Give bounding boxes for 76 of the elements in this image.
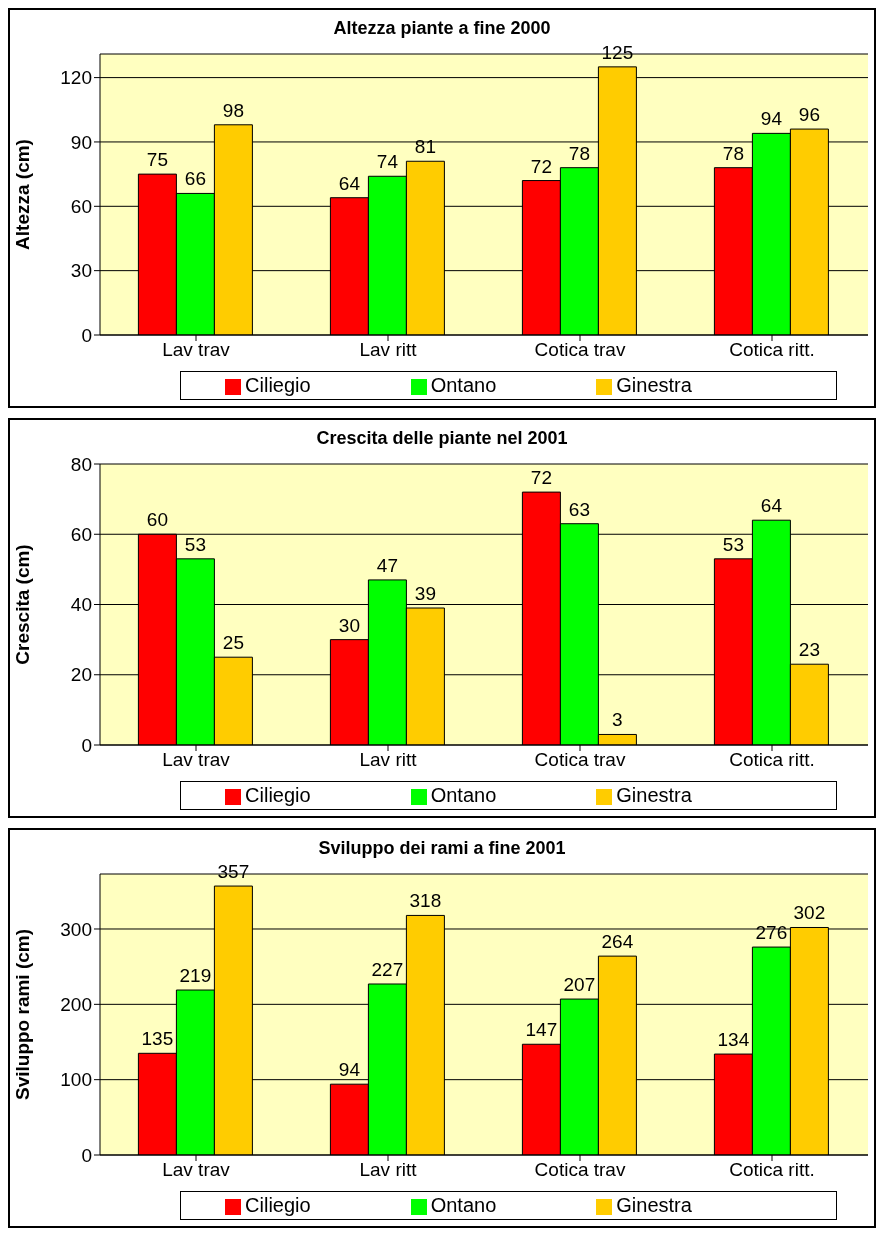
legend-label: Ginestra xyxy=(616,784,692,806)
data-label: 72 xyxy=(530,467,552,489)
x-tick-label: Lav trav xyxy=(162,339,231,361)
x-tick-label: Lav trav xyxy=(162,1159,231,1181)
data-label: 74 xyxy=(376,151,399,173)
x-tick-label: Lav ritt xyxy=(359,1159,418,1181)
y-tick-label: 0 xyxy=(81,324,92,346)
data-label: 81 xyxy=(414,136,436,158)
data-label: 78 xyxy=(722,142,744,164)
data-label: 39 xyxy=(414,583,436,605)
data-label: 23 xyxy=(798,639,820,661)
y-tick-label: 30 xyxy=(70,260,92,282)
y-axis-title: Crescita (cm) xyxy=(11,544,33,665)
y-tick-label: 80 xyxy=(70,453,92,475)
y-tick-label: 120 xyxy=(60,67,92,89)
chart-title: Altezza piante a fine 2000 xyxy=(332,18,552,39)
legend-label: Ontano xyxy=(430,1194,497,1216)
x-tick-label: Cotica trav xyxy=(534,339,626,361)
y-tick-label: 300 xyxy=(60,918,92,940)
data-label: 96 xyxy=(798,104,820,126)
y-tick-label: 20 xyxy=(70,664,92,686)
y-tick-label: 0 xyxy=(81,1144,92,1166)
y-axis-title: Sviluppo rami (cm) xyxy=(11,928,33,1101)
data-label: 94 xyxy=(760,108,783,130)
data-label: 276 xyxy=(755,922,788,944)
y-tick-label: 60 xyxy=(70,196,92,218)
data-label: 94 xyxy=(338,1059,361,1081)
legend-label: Ontano xyxy=(430,374,497,396)
data-label: 135 xyxy=(141,1028,174,1050)
data-label: 302 xyxy=(793,902,826,924)
data-label: 53 xyxy=(722,533,744,555)
chart-title: Crescita delle piante nel 2001 xyxy=(315,428,569,449)
data-label: 3 xyxy=(612,709,623,731)
data-label: 98 xyxy=(222,99,244,121)
data-label: 147 xyxy=(525,1019,558,1041)
y-axis-title: Altezza (cm) xyxy=(11,139,33,250)
data-label: 63 xyxy=(568,498,590,520)
data-label: 64 xyxy=(760,495,783,517)
legend-label: Ontano xyxy=(430,784,497,806)
x-tick-label: Cotica ritt. xyxy=(729,339,815,361)
legend-label: Ciliegio xyxy=(245,784,311,806)
legend-label: Ginestra xyxy=(616,374,692,396)
legend-label: Ciliegio xyxy=(245,1194,311,1216)
data-label: 66 xyxy=(184,168,206,190)
y-tick-label: 0 xyxy=(81,734,92,756)
x-tick-label: Cotica trav xyxy=(534,1159,626,1181)
data-label: 264 xyxy=(601,931,634,953)
x-tick-label: Lav trav xyxy=(162,749,231,771)
y-tick-label: 90 xyxy=(70,131,92,153)
data-label: 60 xyxy=(146,509,168,531)
data-label: 25 xyxy=(222,632,244,654)
x-tick-label: Cotica ritt. xyxy=(729,1159,815,1181)
legend-label: Ciliegio xyxy=(245,374,311,396)
data-label: 53 xyxy=(184,533,206,555)
x-tick-label: Cotica trav xyxy=(534,749,626,771)
data-label: 64 xyxy=(338,172,361,194)
data-label: 72 xyxy=(530,155,552,177)
data-label: 47 xyxy=(376,554,398,576)
chart-title: Sviluppo dei rami a fine 2001 xyxy=(317,838,567,859)
data-label: 318 xyxy=(409,890,442,912)
y-tick-label: 200 xyxy=(60,994,92,1016)
y-tick-label: 40 xyxy=(70,594,92,616)
x-tick-label: Cotica ritt. xyxy=(729,749,815,771)
data-label: 75 xyxy=(146,149,168,171)
data-label: 219 xyxy=(179,965,212,987)
legend-label: Ginestra xyxy=(616,1194,692,1216)
x-tick-label: Lav ritt xyxy=(359,749,418,771)
data-label: 125 xyxy=(601,41,634,63)
x-tick-label: Lav ritt xyxy=(359,339,418,361)
data-label: 134 xyxy=(717,1029,750,1051)
y-tick-label: 60 xyxy=(70,523,92,545)
y-tick-label: 100 xyxy=(60,1069,92,1091)
data-label: 207 xyxy=(563,974,596,996)
data-label: 30 xyxy=(338,614,360,636)
data-label: 227 xyxy=(371,958,404,980)
data-label: 78 xyxy=(568,142,590,164)
